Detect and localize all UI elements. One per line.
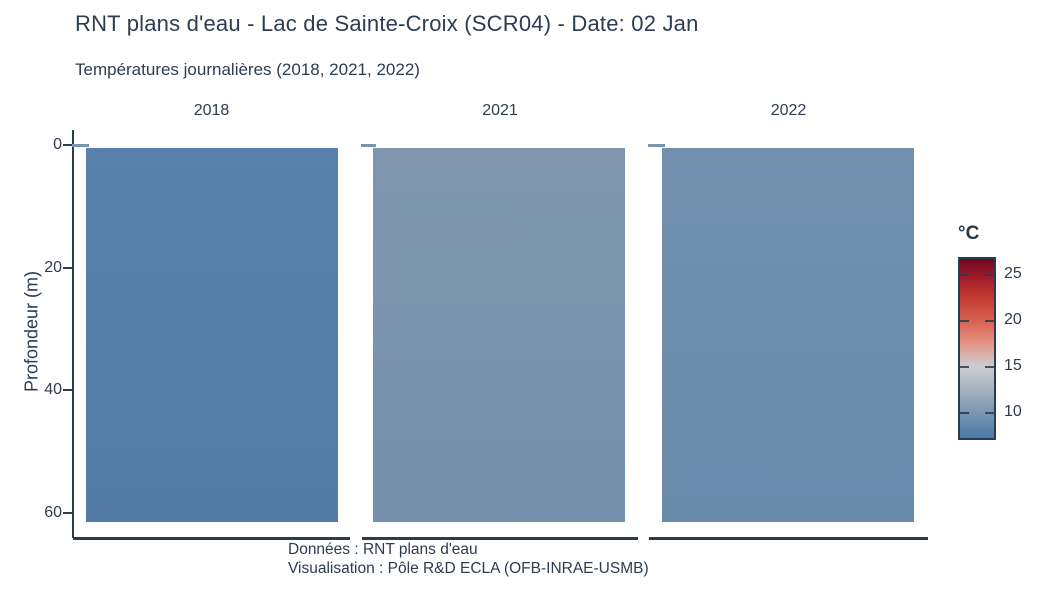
- y-tick-mark-20: [63, 266, 72, 269]
- y-tick-label-40: 40: [44, 381, 62, 399]
- colorbar-tick-left-25: [960, 274, 969, 277]
- y-axis-line: [72, 130, 74, 538]
- y-tick-mark-40: [63, 389, 72, 392]
- y-tick-mark-60: [63, 512, 72, 514]
- x-axis-line-2018: [73, 537, 350, 540]
- legend-label-10: 10: [1004, 402, 1022, 420]
- legend-label-25: 25: [1004, 265, 1022, 283]
- legend-label-20: 20: [1004, 311, 1022, 329]
- colorbar-tick-right-25: [985, 274, 994, 277]
- colorbar-gradient: [960, 259, 994, 438]
- heatmap-tile-2021: [373, 148, 625, 522]
- caption-line-1: Données : RNT plans d'eau: [288, 541, 478, 558]
- x-axis-line-2021: [362, 537, 638, 540]
- chart-title: RNT plans d'eau - Lac de Sainte-Croix (S…: [75, 11, 699, 36]
- surface-segment-2018: [72, 144, 89, 147]
- colorbar-tick-left-10: [960, 411, 969, 414]
- colorbar-tick-right-15: [985, 365, 994, 368]
- heatmap-tile-2022: [662, 148, 914, 522]
- facet-strip-2021: 2021: [482, 102, 518, 119]
- x-axis-line-2022: [649, 537, 928, 540]
- y-tick-mark-0: [63, 144, 72, 146]
- colorbar-tick-left-15: [960, 365, 969, 368]
- y-tick-label-0: 0: [53, 136, 62, 153]
- chart-subtitle: Températures journalières (2018, 2021, 2…: [75, 60, 420, 79]
- facet-strip-2022: 2022: [770, 102, 807, 119]
- heatmap-tile-2018: [86, 148, 338, 522]
- legend-label-15: 15: [1004, 356, 1022, 374]
- colorbar: [958, 257, 996, 440]
- y-tick-label-20: 20: [44, 258, 62, 276]
- caption-line-2: Visualisation : Pôle R&D ECLA (OFB-INRAE…: [288, 559, 649, 577]
- y-tick-label-60: 60: [44, 504, 62, 521]
- colorbar-tick-right-10: [985, 411, 994, 414]
- legend-title: °C: [958, 223, 980, 244]
- caption: Données : RNT plans d'eau Visualisation …: [288, 541, 649, 578]
- surface-segment-2022: [648, 144, 665, 147]
- colorbar-tick-right-20: [985, 320, 994, 323]
- facet-strip-2018: 2018: [193, 102, 230, 119]
- surface-segment-2021: [361, 144, 376, 147]
- colorbar-tick-left-20: [960, 320, 969, 323]
